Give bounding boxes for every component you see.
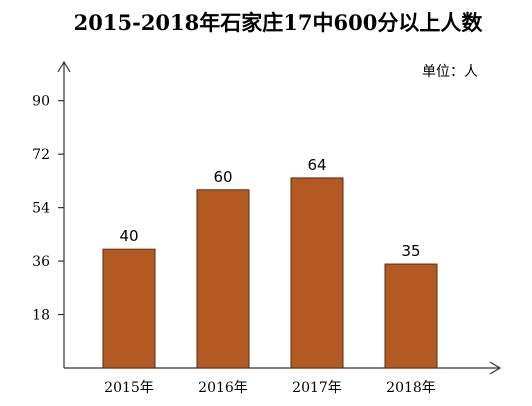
- y-tick-label: 18: [32, 308, 50, 324]
- category-labels: 2015年 2016年 2017年 2018年: [104, 380, 436, 396]
- unit-label: 单位：人: [422, 64, 478, 80]
- category-label: 2018年: [386, 380, 436, 396]
- data-label: 64: [307, 156, 326, 174]
- category-label: 2017年: [292, 380, 342, 396]
- y-ticks: 18 36 54 72 90: [32, 94, 64, 324]
- category-label: 2016年: [198, 380, 248, 396]
- y-axis-arrow: [57, 60, 71, 73]
- y-tick-label: 54: [32, 201, 50, 217]
- y-tick-label: 90: [32, 94, 50, 110]
- data-label: 35: [401, 242, 420, 260]
- data-label: 40: [119, 227, 138, 245]
- bar: [384, 263, 438, 369]
- data-label: 60: [213, 168, 232, 186]
- chart-title: 2015-2018年石家庄17中600分以上人数: [74, 10, 484, 35]
- x-axis-arrow: [489, 361, 502, 375]
- bars: [102, 177, 438, 369]
- category-label: 2015年: [104, 380, 154, 396]
- bar: [196, 189, 250, 369]
- y-tick-label: 36: [32, 254, 50, 270]
- bar: [102, 248, 156, 369]
- data-labels: 40 60 64 35: [119, 156, 420, 260]
- bar: [290, 177, 344, 369]
- y-tick-label: 72: [32, 147, 50, 163]
